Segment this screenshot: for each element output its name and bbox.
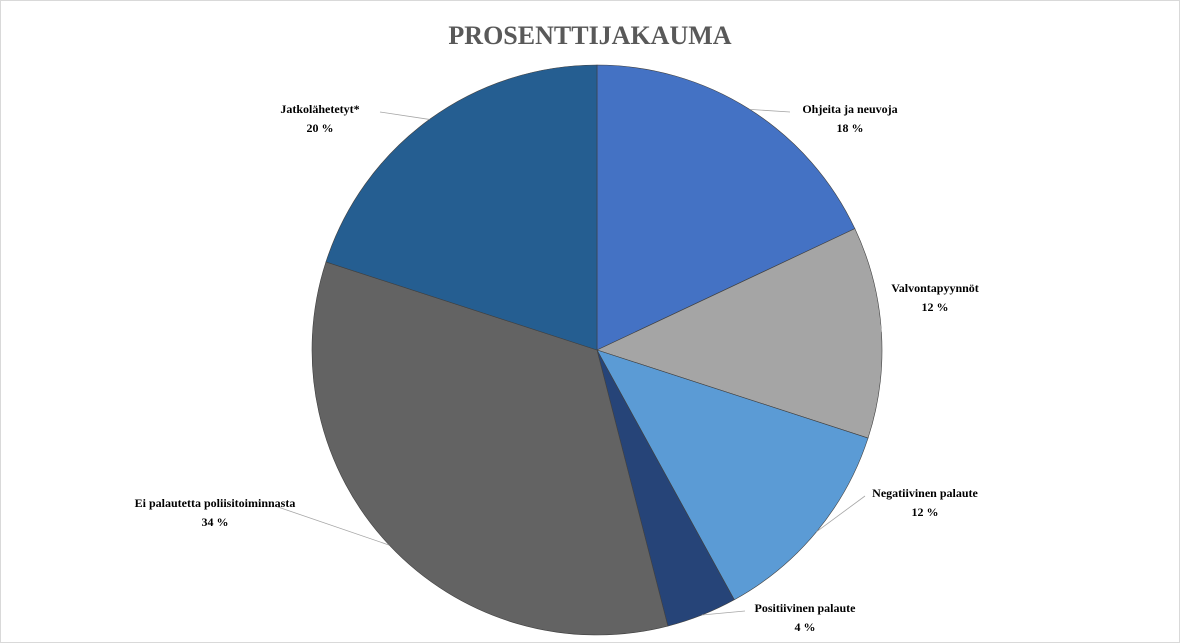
pie-slice <box>325 64 598 351</box>
leader-line <box>749 108 791 113</box>
pie-slice <box>596 228 883 439</box>
slice-label: Ohjeita ja neuvoja <box>802 102 897 116</box>
slice-value-label: 34 % <box>202 515 229 529</box>
slice-value-label: 12 % <box>922 300 949 314</box>
slice-label: Negatiivinen palaute <box>872 486 978 500</box>
slice-label: Jatkolähetetyt* <box>280 102 359 116</box>
leader-line <box>379 111 430 120</box>
leader-line <box>874 290 882 333</box>
slice-value-label: 4 % <box>795 620 816 634</box>
pie-slice <box>311 261 669 636</box>
chart-title: PROSENTTIJAKAUMA <box>448 21 731 50</box>
slice-value-label: 12 % <box>912 505 939 519</box>
leader-line <box>816 495 866 532</box>
leader-line <box>274 505 390 546</box>
slice-label: Valvontapyynnöt <box>891 281 979 295</box>
slice-label: Positiivinen palaute <box>754 601 856 615</box>
slice-label: Ei palautetta poliisitoiminnasta <box>135 496 296 510</box>
leader-line <box>701 610 746 616</box>
pie-slice <box>596 64 856 351</box>
slice-value-label: 20 % <box>307 121 334 135</box>
slice-value-label: 18 % <box>837 121 864 135</box>
